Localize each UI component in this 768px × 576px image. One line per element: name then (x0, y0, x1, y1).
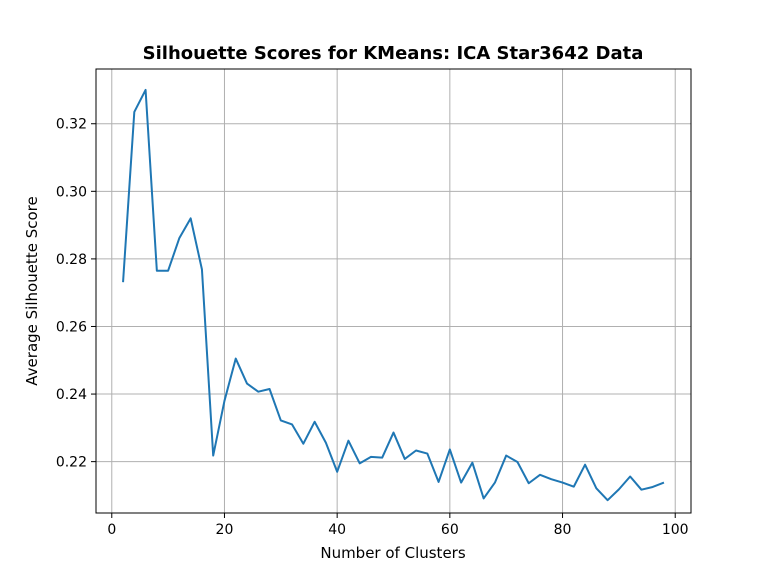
x-axis-label: Number of Clusters (320, 544, 465, 562)
y-tick-label: 0.32 (56, 117, 87, 133)
grid-lines (96, 69, 691, 513)
y-tick-label: 0.24 (56, 387, 87, 403)
x-tick-label: 0 (107, 522, 116, 538)
axis-ticks: 0 20 40 60 80 100 0.22 0.24 0.26 0.28 0.30 0.32 (56, 117, 689, 538)
plot-frame (95, 68, 692, 514)
x-tick-label: 20 (216, 522, 234, 538)
series-line (122, 88, 665, 502)
y-tick-label: 0.30 (56, 184, 87, 200)
y-tick-label: 0.22 (56, 455, 87, 471)
y-tick-label: 0.26 (56, 319, 87, 335)
y-axis-label: Average Silhouette Score (23, 196, 41, 385)
x-tick-label: 60 (441, 522, 459, 538)
x-tick-label: 40 (328, 522, 346, 538)
chart-title: Silhouette Scores for KMeans: ICA Star36… (143, 43, 644, 64)
y-tick-label: 0.28 (56, 252, 87, 268)
x-tick-label: 100 (662, 522, 689, 538)
x-tick-label: 80 (554, 522, 572, 538)
